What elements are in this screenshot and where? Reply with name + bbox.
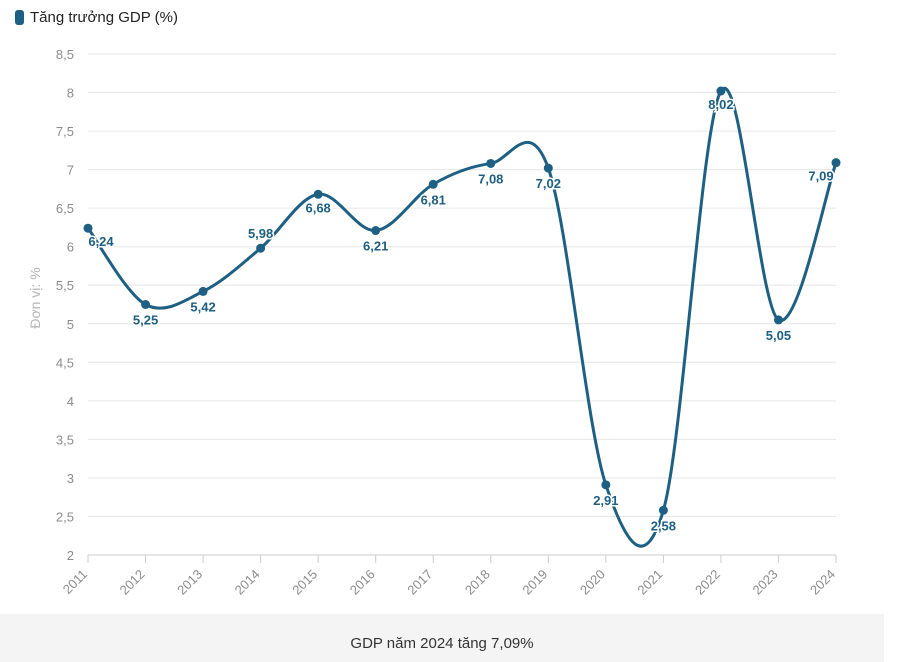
data-point[interactable]: [658, 505, 668, 515]
y-tick-label: 6: [67, 240, 74, 255]
data-point[interactable]: [313, 189, 323, 199]
x-axis-ticks: 2011 2012 2013 2014 2015 2016 2017 2018 2019 2020…: [60, 554, 838, 598]
data-label: 5,25: [133, 313, 158, 328]
data-label: 6,81: [421, 192, 446, 207]
x-tick-label: 2011: [60, 567, 90, 597]
data-point[interactable]: [716, 86, 726, 96]
y-tick-label: 4,5: [56, 355, 74, 370]
x-tick-label: 2013: [174, 567, 205, 598]
data-point[interactable]: [83, 223, 93, 233]
data-label: 7,09: [808, 169, 833, 184]
y-tick-label: 3,5: [56, 432, 74, 447]
data-point[interactable]: [773, 315, 783, 325]
data-point[interactable]: [486, 158, 496, 168]
x-tick-label: 2014: [232, 567, 263, 598]
y-tick-label: 4: [67, 394, 74, 409]
x-tick-label: 2019: [519, 567, 550, 598]
legend: Tăng trưởng GDP (%): [15, 9, 178, 26]
y-tick-label: 8,5: [56, 47, 74, 62]
y-tick-label: 3: [67, 471, 74, 486]
x-tick-label: 2012: [117, 567, 148, 598]
data-label: 7,08: [478, 171, 503, 186]
data-point[interactable]: [831, 158, 841, 168]
series-line-path[interactable]: [86, 86, 838, 548]
data-point[interactable]: [371, 226, 381, 236]
x-tick-label: 2020: [577, 567, 608, 598]
y-tick-label: 5,5: [56, 278, 74, 293]
data-label: 5,42: [190, 299, 215, 314]
x-tick-label: 2015: [289, 567, 320, 598]
data-point[interactable]: [198, 286, 208, 296]
data-label: 7,02: [536, 176, 561, 191]
data-point[interactable]: [543, 163, 553, 173]
x-tick-label: 2024: [807, 567, 838, 598]
x-tick-label: 2016: [347, 567, 378, 598]
x-tick-label: 2017: [404, 567, 435, 598]
data-label: 6,68: [305, 200, 330, 215]
legend-swatch: [15, 10, 24, 25]
legend-label[interactable]: Tăng trưởng GDP (%): [30, 9, 178, 26]
gdp-line-chart: 22,533,544,555,566,577,588,5 2011 2012 201…: [27, 47, 841, 598]
data-label: 8,02: [708, 97, 733, 112]
data-label: 6,21: [363, 239, 388, 254]
y-tick-label: 8: [67, 86, 74, 101]
y-tick-label: 5: [67, 317, 74, 332]
data-label: 2,58: [651, 518, 676, 533]
series-line: [86, 86, 838, 548]
y-tick-label: 7: [67, 163, 74, 178]
y-tick-label: 7,5: [56, 124, 74, 139]
x-tick-label: 2023: [750, 567, 781, 598]
data-point[interactable]: [428, 179, 438, 189]
data-label: 5,98: [248, 226, 273, 241]
caption-bar: GDP năm 2024 tăng 7,09%: [0, 614, 884, 662]
data-label: 2,91: [593, 493, 618, 508]
y-tick-label: 2: [67, 548, 74, 563]
data-label: 5,05: [766, 328, 791, 343]
y-tick-label: 2,5: [56, 509, 74, 524]
data-point[interactable]: [256, 243, 266, 253]
data-label: 6,24: [88, 234, 114, 249]
data-point[interactable]: [601, 480, 611, 490]
y-axis-title: Đơn vị: %: [27, 267, 43, 328]
data-points: [83, 86, 841, 515]
y-axis-ticks: 2 2,5 3 3,5 4 4,5 5 5,5 6 6,5 7 7,5 8 8,5: [56, 47, 74, 563]
x-tick-label: 2022: [692, 567, 723, 598]
y-tick-label: 6,5: [56, 201, 74, 216]
x-tick-label: 2018: [462, 567, 493, 598]
x-tick-label: 2021: [634, 567, 665, 598]
data-point[interactable]: [141, 300, 151, 309]
data-labels: 6,24 5,25 5,42 5,98 6,68 6,21 6,81 7,08 7,02 2,91…: [87, 95, 835, 534]
chart-caption: GDP năm 2024 tăng 7,09%: [350, 635, 534, 652]
